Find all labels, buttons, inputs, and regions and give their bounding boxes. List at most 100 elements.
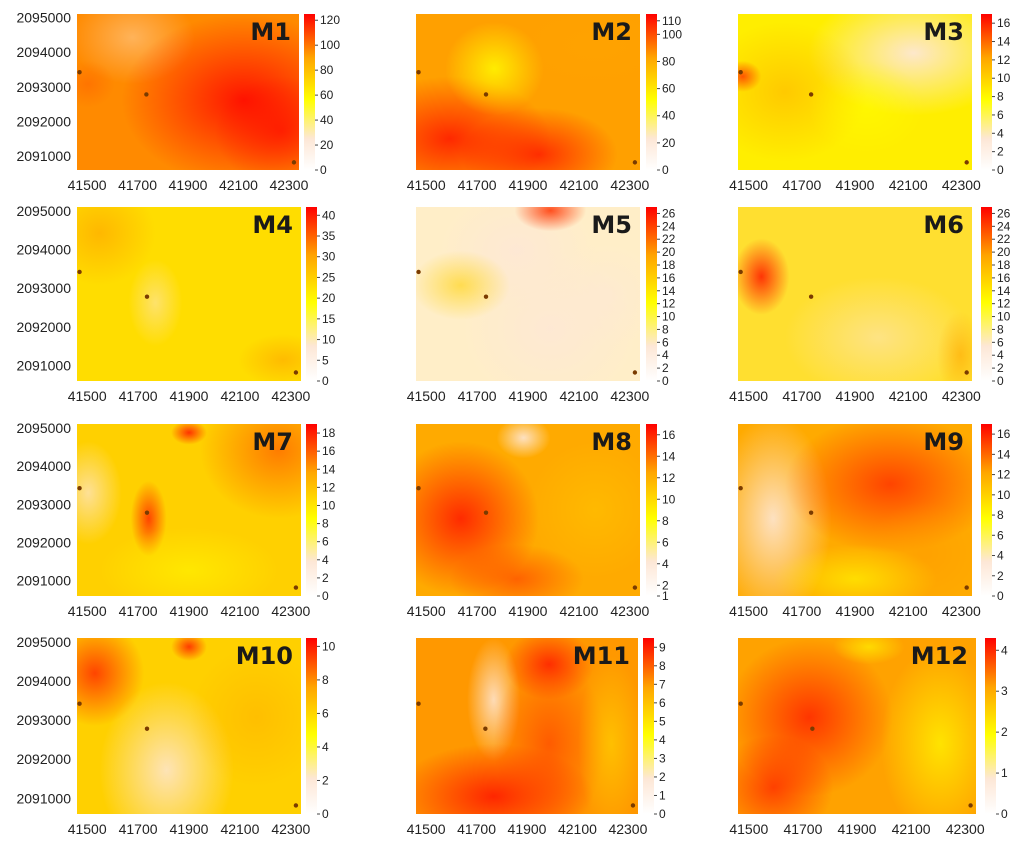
colorbar-tick-label: 14 [997,35,1011,49]
well-marker [632,370,638,375]
y-tick-label: 2094000 [16,458,71,474]
x-tick-label: 41700 [119,821,158,837]
colorbar-tick-label: 8 [997,90,1004,104]
colorbar-tick-label: 6 [997,335,1004,349]
colorbar-tick-label: 4 [659,733,666,747]
x-tick-label: 41500 [407,177,446,193]
y-tick-label: 2091000 [16,790,71,806]
heatmap-field [738,424,972,596]
x-tick-label: 41700 [783,821,822,837]
colorbar-tick-label: 2 [997,361,1004,375]
well-marker [144,92,149,97]
well-marker [738,269,743,275]
y-tick-label: 2091000 [16,358,71,374]
y-tick-label: 2094000 [16,242,71,258]
y-tick-label: 2094000 [16,44,71,60]
colorbar-tick-label: 15 [322,312,336,326]
colorbar-tick-label: 120 [320,13,340,27]
x-tick-label: 42300 [946,821,985,837]
colorbar-tick-label: 4 [322,553,329,567]
y-tick-label: 2091000 [16,573,71,589]
y-tick-label: 2091000 [16,148,71,164]
x-tick-label: 42100 [559,388,598,404]
colorbar [981,207,992,381]
colorbar-tick-label: 10 [322,333,336,347]
panel-title: M3 [923,18,964,46]
colorbar-tick-label: 4 [1001,643,1008,657]
colorbar [306,207,317,381]
x-tick-label: 41900 [170,603,209,619]
x-tick-label: 41900 [836,177,875,193]
panel-title: M10 [236,642,293,670]
colorbar [981,14,992,170]
heatmap-field [77,207,301,381]
colorbar-tick-label: 14 [662,284,676,298]
x-tick-label: 41900 [169,177,208,193]
x-tick-label: 41700 [782,388,821,404]
x-tick-label: 42100 [220,603,259,619]
colorbar-tick-label: 14 [997,447,1011,461]
colorbar-tick-label: 20 [320,138,334,152]
x-tick-label: 42100 [559,177,598,193]
colorbar-tick-label: 10 [997,71,1011,85]
colorbar-tick-label: 16 [997,16,1011,30]
well-marker [483,294,489,299]
heatmap-field [77,14,299,170]
colorbar-tick-label: 6 [659,696,666,710]
colorbar-tick-label: 16 [322,444,336,458]
colorbar-tick-label: 110 [662,14,681,28]
x-tick-label: 41500 [68,177,107,193]
well-marker [77,70,82,75]
colorbar-tick-label: 25 [322,270,336,284]
y-tick-label: 2092000 [16,319,71,335]
colorbar-tick-label: 30 [322,250,336,264]
colorbar-tick-label: 2 [659,770,666,784]
x-tick-label: 41900 [838,821,877,837]
panel-m8: M8 41500 41700 41900 42100 42300 12 4 6 8 10 12 14 16 [407,424,676,619]
colorbar-tick-label: 6 [997,108,1004,122]
colorbar-tick-label: 20 [997,245,1011,259]
colorbar-tick-label: 0 [322,374,329,388]
colorbar-tick-label: 10 [322,639,336,653]
colorbar-tick-label: 18 [322,426,336,440]
colorbar-tick-label: 10 [662,310,676,324]
panel-m1: M1 41500 41700 41900 42100 42300 2095000 209400… [16,9,340,193]
x-tick-label: 41700 [118,177,157,193]
well-marker [810,726,815,731]
well-marker [416,70,421,75]
colorbar-tick-label: 8 [662,514,669,528]
colorbar-tick-label: 9 [659,640,666,654]
colorbar-tick-label: 10 [997,310,1011,324]
x-tick-label: 41700 [458,388,497,404]
well-marker [416,269,421,275]
colorbar-tick-label: 2 [662,578,669,592]
panel-title: M9 [923,428,964,456]
x-tick-label: 42300 [608,821,647,837]
colorbar-tick-label: 24 [662,219,676,233]
colorbar-tick-label: 2 [322,571,329,585]
x-tick-label: 42100 [889,603,928,619]
well-marker [738,70,743,75]
colorbar-tick-label: 0 [997,589,1004,603]
x-tick-label: 41900 [509,177,548,193]
heatmap-field [738,638,976,814]
x-tick-label: 41700 [782,603,821,619]
x-tick-label: 41500 [729,603,768,619]
heatmap-field [738,14,972,170]
colorbar-tick-label: 22 [997,232,1011,246]
well-marker [291,160,297,165]
x-tick-label: 42300 [271,388,310,404]
panel-m11: M11 41500 41700 41900 42100 42300 0 1 2 3 4 5 6 7 8 9 [407,638,666,837]
colorbar [646,207,657,381]
colorbar-tick-label: 16 [997,271,1011,285]
panel-title: M5 [591,211,632,239]
colorbar-tick-label: 0 [659,807,666,821]
y-tick-label: 2095000 [16,420,71,436]
panel-m12: M12 41500 41700 41900 42100 42300 0 1 2 3 4 [729,638,1008,837]
colorbar-tick-label: 4 [997,126,1004,140]
colorbar-tick-label: 2 [997,569,1004,583]
x-tick-label: 41500 [407,821,446,837]
